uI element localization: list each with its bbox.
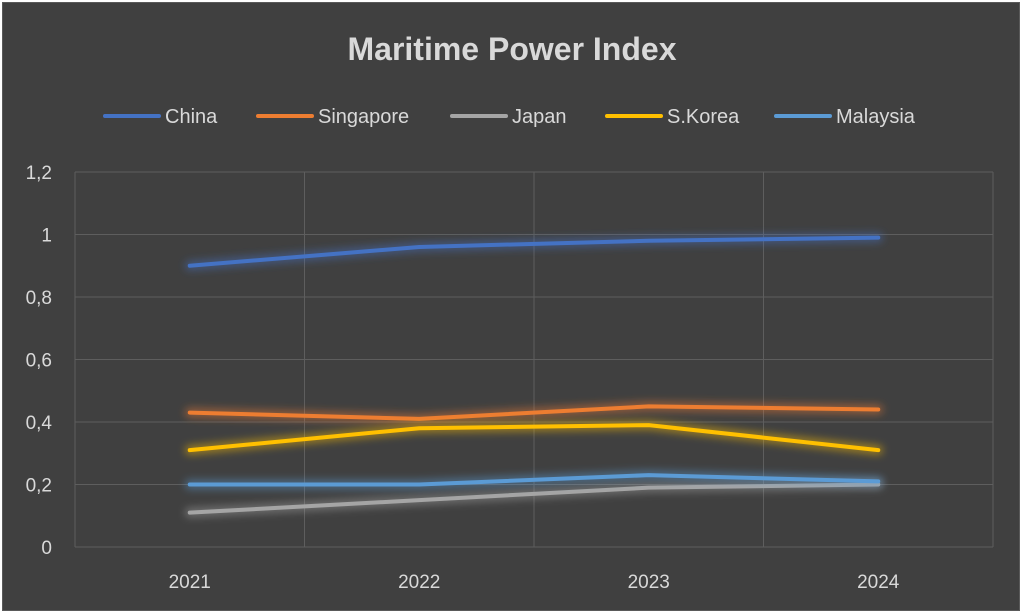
y-tick-label: 0 [41,538,52,559]
series-line-japan [187,482,881,515]
x-tick-label: 2023 [628,572,670,593]
x-tick-label: 2021 [169,572,211,593]
y-tick-label: 1,2 [26,163,52,184]
chart-title: Maritime Power Index [348,31,677,67]
legend-label: China [165,106,218,128]
x-tick-label: 2022 [398,572,440,593]
series-line-china [187,235,881,268]
legend-label: Malaysia [836,106,916,128]
y-tick-label: 0,8 [26,288,52,309]
y-tick-label: 1 [41,226,52,247]
legend: China Singapore Japan S.Korea Malaysia [103,106,916,128]
series-group [184,232,884,518]
x-tick-label: 2024 [857,572,900,593]
x-axis: 2021 2022 2023 2024 [169,572,900,593]
legend-label: Japan [512,106,567,128]
series-line-singapore [187,404,881,421]
y-tick-label: 0,6 [26,351,52,372]
series-line-s-korea [187,423,881,453]
y-axis: 0 0,2 0,4 0,6 0,8 1 1,2 [26,163,53,559]
y-tick-label: 0,4 [26,413,53,434]
y-tick-label: 0,2 [26,476,52,497]
legend-label: Singapore [318,106,409,128]
series-line-malaysia [187,473,881,487]
legend-label: S.Korea [667,106,740,128]
